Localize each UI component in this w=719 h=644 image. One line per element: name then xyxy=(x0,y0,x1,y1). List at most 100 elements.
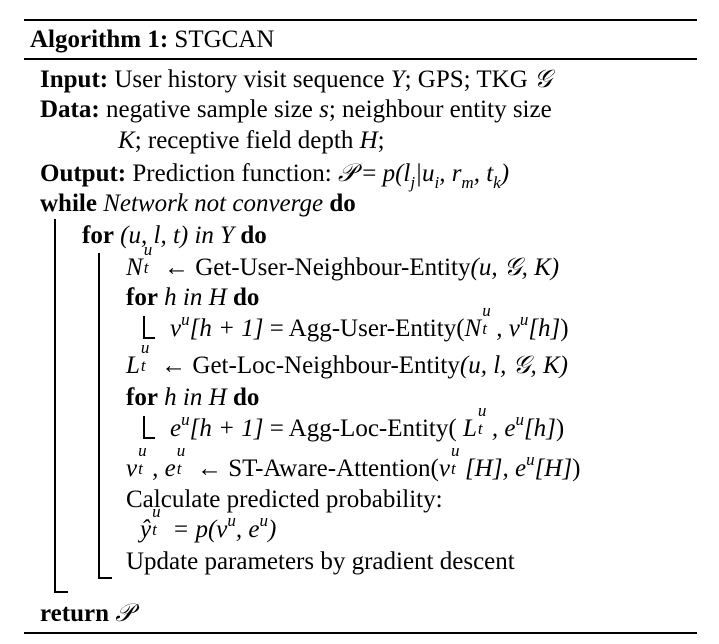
attention-arg-sep: , e xyxy=(502,455,527,482)
output-formula-lhs: 𝒫 xyxy=(337,158,356,187)
prediction-e-sup: u xyxy=(259,511,269,530)
agg-loc-arg1-sub: t xyxy=(477,419,483,438)
loc-neighbour-sup: u xyxy=(140,338,150,357)
input-text-a: User history visit sequence xyxy=(114,66,385,93)
data-line-2: K; receptive field depth H; xyxy=(118,126,385,156)
loc-neighbour-var: L xyxy=(126,352,140,379)
for-loc-depth-do: do xyxy=(232,384,260,411)
agg-user-idx: [h + 1] xyxy=(189,315,264,342)
update-text: Update parameters by gradient descent xyxy=(126,548,515,575)
output-formula-eq: = xyxy=(355,160,383,187)
calc-line: Calculate predicted probability: xyxy=(126,485,443,515)
agg-user-end: ) xyxy=(560,315,569,342)
agg-user-sep: , v xyxy=(496,315,520,342)
agg-user-lhs: v xyxy=(170,315,182,342)
output-line: Output: Prediction function: 𝒫 = p(lj|ui… xyxy=(40,158,509,192)
for-keyword: for xyxy=(82,222,114,249)
agg-user-arg1-sub: t xyxy=(482,319,487,338)
data-text-1a: negative sample size xyxy=(105,96,313,123)
data-text-2a: ; receptive field depth xyxy=(134,127,354,154)
for-do-keyword: do xyxy=(240,222,267,249)
prediction-yhat-sup: u xyxy=(152,502,161,521)
output-formula-c2: , t xyxy=(473,160,494,187)
for-loc-depth-line: for h in H do xyxy=(126,383,259,413)
return-value: 𝒫 xyxy=(115,598,134,627)
top-rule xyxy=(24,19,697,21)
agg-user-arg1-sup: u xyxy=(482,301,491,320)
agg-loc-lhs-sup: u xyxy=(181,410,190,429)
user-neighbour-sup: u xyxy=(143,240,153,259)
agg-loc-arg2-sup: u xyxy=(515,410,524,429)
inner-for-2-end xyxy=(143,437,155,439)
agg-user-arg2: [h] xyxy=(528,315,561,342)
agg-user-line: vu[h + 1] = Agg-User-Entity(N u t, vu[h]) xyxy=(170,302,569,344)
loc-neighbour-sub: t xyxy=(140,356,146,375)
attention-v-sub: t xyxy=(138,459,143,478)
prediction-end: ) xyxy=(268,516,277,543)
input-text-b: ; GPS; TKG xyxy=(404,66,528,93)
agg-user-arg1: N xyxy=(464,315,482,342)
attention-arg-e-sup: u xyxy=(526,450,535,469)
agg-loc-eq: = xyxy=(263,415,289,442)
inner-for-1-end xyxy=(143,337,155,339)
data-line-1: Data: negative sample size s; neighbour … xyxy=(40,95,552,125)
output-sub-m: m xyxy=(461,173,474,192)
input-line: Input: User history visit sequence Y; GP… xyxy=(40,64,552,95)
for-user-depth-in: in xyxy=(182,284,203,311)
return-line: return 𝒫 xyxy=(40,598,133,629)
while-block-end xyxy=(54,591,68,593)
data-var-h: H xyxy=(359,127,378,154)
output-sub-k: k xyxy=(493,173,501,192)
bottom-rule xyxy=(24,632,697,634)
user-neighbour-arrow: ← xyxy=(157,254,196,281)
agg-loc-arg2: [h] xyxy=(523,415,556,442)
attention-arg1: [H] xyxy=(464,455,503,482)
agg-user-eq: = xyxy=(263,315,289,342)
data-text-2b: ; xyxy=(377,127,385,154)
prediction-v-sup: u xyxy=(227,511,236,530)
agg-loc-func: Agg-Loc-Entity( xyxy=(288,415,463,442)
header-rule xyxy=(24,58,697,60)
user-neighbour-var: N xyxy=(126,254,143,281)
agg-user-arg2-sup: u xyxy=(519,310,529,329)
while-condition: Network not converge xyxy=(103,190,324,217)
prediction-yhat: ŷ xyxy=(140,516,152,543)
agg-loc-arg1: L xyxy=(462,415,477,442)
inner-for-1-line xyxy=(143,316,145,338)
for-in-keyword: in xyxy=(194,222,214,249)
attention-v: v xyxy=(126,455,138,482)
agg-loc-idx: [h + 1] xyxy=(189,415,264,442)
for-block-line xyxy=(98,253,100,578)
data-var-k: K xyxy=(118,127,135,154)
algorithm-name: STGCAN xyxy=(174,26,275,53)
data-var-s: s xyxy=(319,96,329,123)
output-formula-rhs: p(l xyxy=(382,160,411,187)
attention-arg2: [H] xyxy=(534,455,573,482)
for-block-end xyxy=(98,577,112,579)
loc-neighbour-func: Get-Loc-Neighbour-Entity xyxy=(192,352,460,379)
for-set-y: Y xyxy=(220,222,235,249)
for-user-depth-var: h xyxy=(164,284,177,311)
for-loc-depth-set: H xyxy=(208,384,227,411)
output-sub-j: j xyxy=(410,173,416,192)
attention-arg-v: v xyxy=(438,455,450,482)
loc-neighbour-arrow: ← xyxy=(154,352,193,379)
update-line: Update parameters by gradient descent xyxy=(126,547,515,577)
prediction-mid: , e xyxy=(235,516,260,543)
input-var-g: 𝒢 xyxy=(534,64,552,93)
attention-v-sup: u xyxy=(138,441,147,460)
attention-sep: , e xyxy=(152,455,176,482)
agg-loc-end: ) xyxy=(555,415,565,442)
while-line: while Network not converge do xyxy=(40,189,356,219)
agg-loc-arg1-sup: u xyxy=(477,401,487,420)
attention-func: ST-Aware-Attention( xyxy=(228,455,439,482)
inner-for-2-line xyxy=(143,416,145,438)
prediction-yhat-sub: t xyxy=(152,520,157,539)
for-loc-depth-in: in xyxy=(182,384,203,411)
attention-e-sup: u xyxy=(176,441,186,460)
data-text-1b: ; neighbour entity size xyxy=(328,96,552,123)
